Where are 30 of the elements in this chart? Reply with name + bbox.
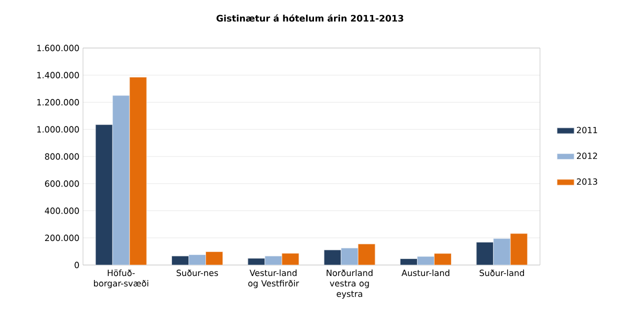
y-tick-label: 1.200.000 [37, 99, 79, 106]
bar [340, 248, 358, 265]
y-tick-label: 1.000.000 [37, 126, 79, 133]
bar [282, 253, 299, 265]
bar [324, 250, 342, 265]
bar [206, 252, 223, 265]
bar [510, 233, 528, 265]
bar [493, 238, 511, 265]
y-tick-label: 600.000 [45, 180, 79, 187]
y-tick-label: 1.400.000 [37, 72, 79, 78]
chart-title: Gistinætur á hótelum árin 2011-2013 [216, 14, 404, 22]
bar [476, 242, 494, 265]
y-tick-label: 1.600.000 [37, 44, 79, 52]
bar [112, 95, 130, 265]
y-tick-label: 400.000 [44, 208, 79, 214]
x-tick-label: Norðurland vestra og eystra [326, 270, 372, 299]
y-tick-label: 0 [74, 262, 79, 268]
legend-label: 2013 [576, 178, 598, 185]
x-tick-label: Austur-land [402, 270, 450, 276]
bar [358, 244, 376, 265]
x-tick-label: Vestur-land og Vestfirðir [248, 270, 300, 288]
x-tick-label: Suður-land [480, 270, 524, 276]
bar [95, 124, 113, 265]
x-tick-label: Höfuð-borgar-svæði [94, 270, 148, 288]
legend-label: 2012 [576, 152, 597, 160]
x-tick-label: Suður-nes [176, 270, 218, 276]
y-tick-label: 200.000 [45, 234, 79, 242]
legend-label: 2011 [576, 126, 598, 134]
bar [129, 76, 147, 265]
y-tick-label: 800.000 [45, 153, 79, 160]
